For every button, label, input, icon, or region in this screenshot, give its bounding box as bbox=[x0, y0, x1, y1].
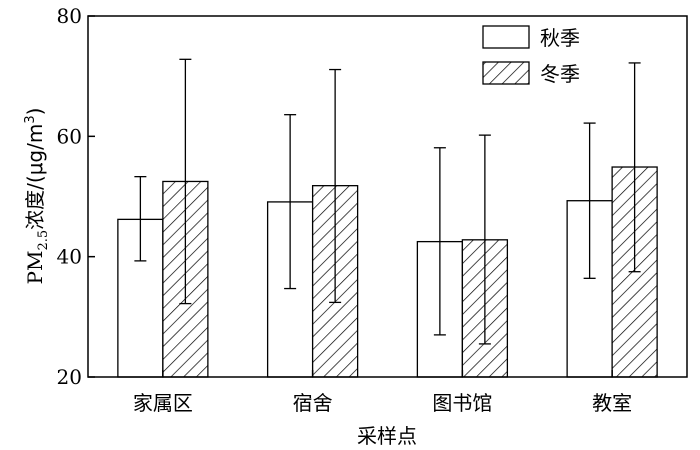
legend-swatch-winter bbox=[482, 61, 530, 85]
x-tick-label-1: 宿舍 bbox=[293, 391, 333, 415]
x-tick-label-0: 家属区 bbox=[133, 391, 193, 415]
y-tick-label-0: 20 bbox=[57, 365, 82, 389]
plot-frame bbox=[87, 15, 688, 378]
error-bar-autumn-0 bbox=[134, 175, 147, 262]
x-tick-label-3: 教室 bbox=[592, 391, 632, 415]
error-bar-winter-1 bbox=[329, 68, 342, 304]
y-tick-label-1: 40 bbox=[57, 245, 82, 269]
error-bar-autumn-3 bbox=[583, 122, 596, 279]
error-bar-winter-3 bbox=[628, 62, 641, 273]
x-axis-label: 采样点 bbox=[357, 424, 417, 448]
legend-label-autumn: 秋季 bbox=[540, 26, 580, 50]
error-bar-autumn-2 bbox=[433, 147, 446, 336]
svg-text:PM2.5浓度/(μg/m3): PM2.5浓度/(μg/m3) bbox=[23, 108, 51, 285]
legend: 秋季 冬季 bbox=[482, 25, 580, 86]
x-tick-label-2: 图书馆 bbox=[432, 391, 492, 415]
axis-ticks: 20 40 60 80 家属区 宿舍 图书馆 教室 bbox=[57, 4, 633, 415]
y-axis-label: PM2.5浓度/(μg/m3) bbox=[23, 108, 51, 285]
legend-label-winter: 冬季 bbox=[540, 62, 580, 86]
error-bar-winter-2 bbox=[478, 134, 491, 345]
y-tick-label-2: 60 bbox=[57, 124, 82, 148]
plot-marks bbox=[117, 58, 658, 378]
error-bar-autumn-1 bbox=[284, 114, 297, 290]
legend-swatch-autumn bbox=[482, 25, 530, 49]
y-label-middle: 浓度/(μg/m bbox=[23, 124, 47, 230]
y-label-suffix: ) bbox=[23, 108, 47, 116]
y-tick-label-3: 80 bbox=[57, 4, 82, 28]
y-label-subscript: 2.5 bbox=[36, 230, 51, 251]
y-label-prefix: PM bbox=[23, 251, 47, 285]
error-bar-winter-0 bbox=[179, 58, 192, 305]
y-label-superscript: 3 bbox=[23, 115, 38, 123]
